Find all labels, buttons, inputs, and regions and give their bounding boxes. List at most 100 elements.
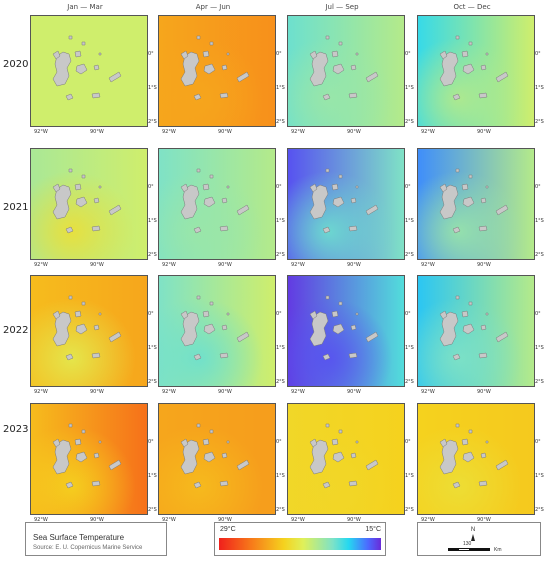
sea-surface-anomaly — [288, 149, 404, 259]
lon-tick-label: 90°W — [347, 129, 361, 135]
island-floreana — [452, 226, 461, 234]
island-santa-cruz — [332, 323, 345, 335]
island-espanola — [91, 92, 101, 99]
lat-tick-label: 2°S — [405, 119, 414, 125]
lat-tick-label: 0° — [276, 51, 282, 57]
island-marchena — [81, 41, 86, 46]
island-san-cristobal — [108, 204, 122, 216]
sea-surface-anomaly — [159, 276, 275, 386]
island-fernandina — [309, 50, 318, 60]
lat-tick-label: 1°S — [148, 218, 157, 224]
lat-tick-label: 2°S — [405, 507, 414, 513]
lat-tick-label: 2°S — [148, 507, 157, 513]
island-marchena — [81, 301, 86, 306]
island-genovesa — [226, 185, 230, 189]
island-espanola — [348, 480, 358, 487]
island-floreana — [452, 353, 461, 361]
col-header-jan-mar: Jan — Mar — [67, 3, 103, 11]
island-santa-cruz — [75, 63, 88, 75]
island-marchena — [209, 301, 214, 306]
island-santa-fe — [480, 197, 487, 204]
island-san-cristobal — [108, 71, 122, 83]
island-santiago — [202, 438, 210, 446]
island-santiago — [74, 183, 82, 191]
island-santiago — [202, 183, 210, 191]
island-floreana — [322, 226, 331, 234]
island-san-cristobal — [236, 459, 250, 471]
island-espanola — [91, 480, 101, 487]
sea-surface-anomaly — [288, 404, 404, 514]
island-san-cristobal — [495, 204, 509, 216]
lat-tick-label: 2°S — [276, 119, 285, 125]
row-label-2020: 2020 — [3, 59, 29, 70]
sst-map-2023-3: 0° 1°S 2°S 92°W 90°W — [417, 403, 544, 523]
island-floreana — [322, 93, 331, 101]
island-genovesa — [98, 185, 102, 189]
lon-tick-label: 90°W — [347, 389, 361, 395]
island-marchena — [468, 301, 473, 306]
island-marchena — [468, 174, 473, 179]
island-santiago — [74, 438, 82, 446]
lat-tick-label: 1°S — [276, 85, 285, 91]
lon-tick-label: 92°W — [34, 389, 48, 395]
island-santa-cruz — [462, 63, 475, 75]
island-isabela — [52, 439, 72, 475]
lat-tick-label: 1°S — [148, 345, 157, 351]
scale-distance: 130 — [463, 541, 472, 547]
island-genovesa — [226, 440, 230, 444]
island-genovesa — [485, 440, 489, 444]
island-genovesa — [98, 52, 102, 56]
sea-surface-anomaly — [31, 276, 147, 386]
island-genovesa — [485, 312, 489, 316]
island-floreana — [452, 481, 461, 489]
island-santa-cruz — [203, 323, 216, 335]
colorbar-min-label: 15°C — [365, 526, 381, 533]
sst-map-2022-2: 0° 1°S 2°S 92°W 90°W — [287, 275, 414, 395]
island-fernandina — [439, 438, 448, 448]
island-fernandina — [439, 50, 448, 60]
island-santa-cruz — [462, 451, 475, 463]
island-espanola — [91, 352, 101, 359]
colorbar-gradient — [219, 538, 381, 550]
island-floreana — [65, 481, 74, 489]
sst-map-2021-0: 0° 1°S 2°S 92°W 90°W — [30, 148, 157, 268]
lat-tick-label: 0° — [535, 184, 541, 190]
row-label-2021: 2021 — [3, 202, 29, 213]
island-santa-fe — [93, 64, 100, 71]
legend-source: Source: E. U. Copernicus Marine Service — [33, 545, 143, 551]
lon-tick-label: 90°W — [477, 517, 491, 523]
lat-tick-label: 2°S — [148, 252, 157, 258]
island-santa-fe — [93, 452, 100, 459]
island-isabela — [439, 184, 459, 220]
lon-tick-label: 90°W — [347, 262, 361, 268]
island-santiago — [74, 310, 82, 318]
sst-map-2020-1: 0° 1°S 2°S 92°W 90°W — [158, 15, 285, 135]
lat-tick-label: 0° — [148, 311, 154, 317]
island-genovesa — [226, 312, 230, 316]
island-santa-cruz — [203, 451, 216, 463]
island-santiago — [74, 50, 82, 58]
sea-surface-anomaly — [418, 16, 534, 126]
sst-map-2020-0: 0° 1°S 2°S 92°W 90°W — [30, 15, 157, 135]
island-santiago — [331, 50, 339, 58]
island-marchena — [468, 41, 473, 46]
island-pinta — [325, 295, 330, 300]
island-santa-fe — [221, 452, 228, 459]
lon-tick-label: 90°W — [477, 262, 491, 268]
island-pinta — [196, 35, 201, 40]
lon-tick-label: 92°W — [421, 389, 435, 395]
island-fernandina — [52, 183, 61, 193]
island-san-cristobal — [236, 204, 250, 216]
island-floreana — [65, 226, 74, 234]
island-genovesa — [355, 440, 359, 444]
lat-tick-label: 1°S — [276, 473, 285, 479]
sea-surface-anomaly — [418, 404, 534, 514]
island-marchena — [338, 301, 343, 306]
island-fernandina — [309, 183, 318, 193]
island-pinta — [68, 295, 73, 300]
island-san-cristobal — [108, 459, 122, 471]
island-santiago — [331, 183, 339, 191]
lat-tick-label: 2°S — [535, 119, 544, 125]
lon-tick-label: 92°W — [162, 262, 176, 268]
sea-surface-anomaly — [418, 149, 534, 259]
